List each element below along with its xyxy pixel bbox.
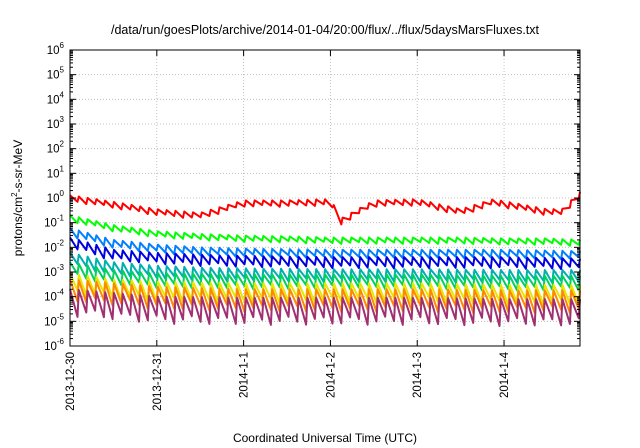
x-axis: 2013-12-30 2013-12-31 2014-1-1 2014-1-2 2014…: [65, 50, 511, 411]
x-tick-label: 2013-12-30: [65, 352, 77, 411]
y-tick-label: 100: [47, 189, 65, 205]
series-line: [69, 191, 581, 226]
series-line: [69, 236, 581, 271]
x-tick-label: 2014-1-1: [239, 352, 251, 398]
y-tick-label: 104: [47, 90, 65, 106]
x-tick-label: 2013-12-31: [152, 352, 164, 411]
y-axis: 10-6 10-5 10-4 10-3 10-2 10-1 100 101 102 103 104 1…: [44, 41, 580, 353]
series-line: [69, 227, 581, 261]
y-tick-label: 10-3: [44, 263, 64, 279]
chart-title: /data/run/goesPlots/archive/2014-01-04/2…: [111, 23, 540, 37]
y-tick-label: 10-4: [44, 288, 64, 304]
x-axis-label: Coordinated Universal Time (UTC): [233, 431, 417, 445]
y-tick-label: 105: [47, 66, 65, 82]
y-tick-label: 10-5: [44, 312, 64, 328]
x-tick-label: 2014-1-3: [412, 352, 424, 398]
series-line: [69, 214, 581, 247]
x-tick-label: 2014-1-4: [499, 351, 511, 398]
x-tick-label: 2014-1-2: [325, 352, 337, 398]
y-tick-label: 106: [47, 41, 65, 57]
y-tick-label: 10-2: [44, 238, 64, 254]
series-line: [69, 288, 581, 327]
y-tick-label: 10-6: [44, 337, 64, 353]
y-tick-label: 10-1: [44, 214, 64, 230]
y-tick-label: 102: [47, 140, 65, 156]
series-layer: [69, 191, 581, 327]
y-tick-label: 101: [47, 164, 65, 180]
y-axis-label: protons/cm2-s-sr-MeV: [10, 140, 25, 256]
y-tick-label: 103: [47, 115, 65, 131]
